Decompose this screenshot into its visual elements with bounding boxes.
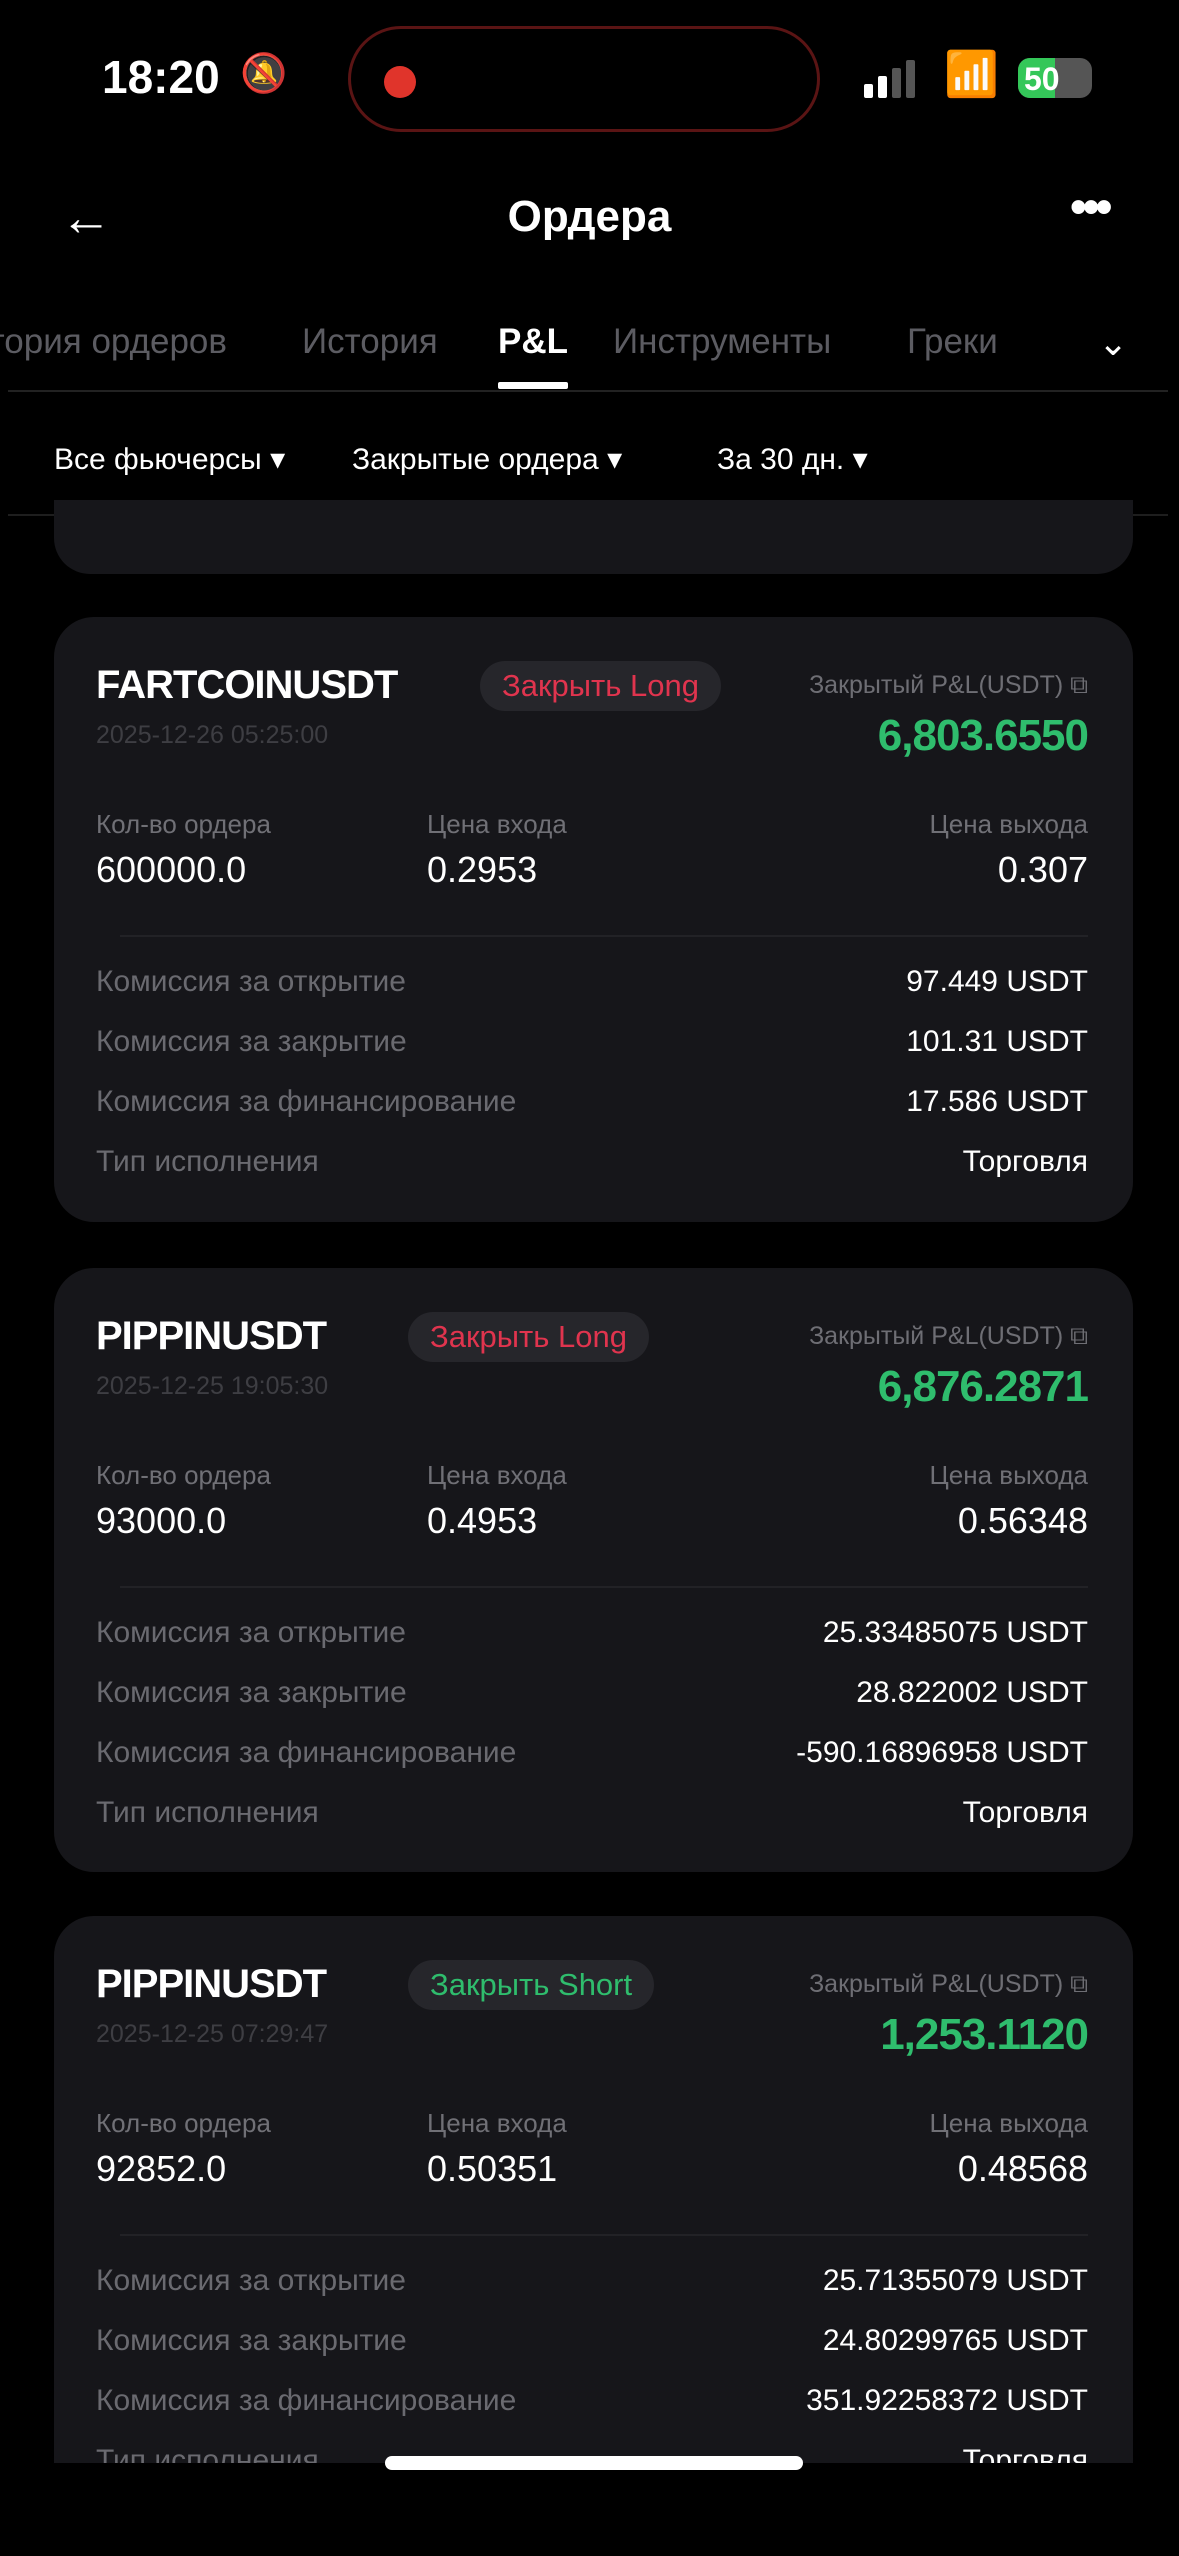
order-side-badge: Закрыть Long [408, 1312, 649, 1362]
status-bar: 18:20 🔕 📶 50 [0, 0, 1179, 150]
fee-funding-row: Комиссия за финансирование -590.16896958 … [96, 1736, 1088, 1769]
divider [120, 2234, 1088, 2236]
exit-value: 0.307 [997, 849, 1088, 890]
exec-type-row: Тип исполнения Торговля [96, 1796, 1088, 1829]
qty-label: Кол-во ордера [96, 809, 271, 839]
fee-funding-row: Комиссия за финансирование 17.586 USDT [96, 1085, 1088, 1118]
tab-pnl[interactable]: P&L [498, 322, 568, 361]
filter-futures[interactable]: Все фьючерсы ▾ [54, 443, 286, 476]
active-tab-indicator [498, 382, 568, 389]
pnl-label[interactable]: Закрытый P&L(USDT) ⧉ [809, 1970, 1088, 1998]
pnl-label[interactable]: Закрытый P&L(USDT) ⧉ [809, 671, 1088, 699]
divider [120, 935, 1088, 937]
ellipsis-icon[interactable]: ••• [1070, 181, 1112, 234]
qty-value: 92852.0 [96, 2148, 227, 2189]
dynamic-island[interactable] [348, 26, 820, 132]
fee-close-row: Комиссия за закрытие 28.822002 USDT [96, 1676, 1088, 1709]
fee-open-row: Комиссия за открытие 97.449 USDT [96, 965, 1088, 998]
home-indicator[interactable] [385, 2456, 803, 2470]
fee-close-row: Комиссия за закрытие 24.80299765 USDT [96, 2324, 1088, 2357]
order-symbol: PIPPINUSDT [96, 1962, 327, 2006]
order-date: 2025-12-25 19:05:30 [96, 1372, 329, 1400]
entry-label: Цена входа [427, 1460, 567, 1490]
entry-value: 0.50351 [427, 2148, 558, 2189]
order-side-badge: Закрыть Short [408, 1960, 655, 2010]
order-card[interactable]: PIPPINUSDT Закрыть Short 2025-12-25 07:2… [54, 1916, 1133, 2516]
bottom-area [0, 2463, 1179, 2556]
order-side-badge: Закрыть Long [480, 661, 721, 711]
filter-period[interactable]: За 30 дн. ▾ [717, 443, 868, 476]
order-card[interactable]: FARTCOINUSDT Закрыть Long 2025-12-26 05:… [54, 617, 1133, 1222]
filter-order-status[interactable]: Закрытые ордера ▾ [352, 443, 623, 476]
pnl-value: 6,803.6550 [877, 711, 1089, 760]
divider [120, 1586, 1088, 1588]
chevron-down-icon[interactable]: ⌄ [1098, 322, 1129, 363]
fee-close-row: Комиссия за закрытие 101.31 USDT [96, 1025, 1088, 1058]
wifi-icon: 📶 [944, 50, 999, 99]
qty-value: 600000.0 [96, 849, 247, 890]
exit-label: Цена выхода [929, 1460, 1088, 1490]
fee-open-row: Комиссия за открытие 25.33485075 USDT [96, 1616, 1088, 1649]
exit-value: 0.56348 [957, 1500, 1088, 1541]
status-time: 18:20 [102, 51, 220, 103]
exit-label: Цена выхода [929, 809, 1088, 839]
exit-value: 0.48568 [957, 2148, 1088, 2189]
divider [8, 390, 1168, 392]
external-link-icon[interactable]: ⧉ [1070, 1322, 1088, 1350]
battery-charging-icon: 50 [1018, 58, 1092, 98]
external-link-icon[interactable]: ⧉ [1070, 1970, 1088, 1998]
order-symbol: PIPPINUSDT [96, 1314, 327, 1358]
entry-value: 0.2953 [427, 849, 538, 890]
order-card-partial [54, 500, 1133, 574]
pnl-value: 6,876.2871 [877, 1362, 1089, 1411]
entry-value: 0.4953 [427, 1500, 538, 1541]
qty-value: 93000.0 [96, 1500, 227, 1541]
fee-open-row: Комиссия за открытие 25.71355079 USDT [96, 2264, 1088, 2297]
page-title: Ордера [507, 192, 672, 241]
order-date: 2025-12-25 07:29:47 [96, 2020, 329, 2048]
fee-funding-row: Комиссия за финансирование 351.92258372 U… [96, 2384, 1088, 2417]
order-card[interactable]: PIPPINUSDT Закрыть Long 2025-12-25 19:05… [54, 1268, 1133, 1872]
tab-bar: История ордеров История P&L Инструменты … [0, 322, 1179, 392]
bell-slash-icon: 🔕 [240, 53, 288, 95]
tab-history[interactable]: История [302, 322, 438, 361]
tab-instruments[interactable]: Инструменты [613, 322, 832, 361]
order-date: 2025-12-26 05:25:00 [96, 721, 329, 749]
signal-icon [864, 60, 915, 98]
entry-label: Цена входа [427, 809, 567, 839]
pnl-label[interactable]: Закрытый P&L(USDT) ⧉ [809, 1322, 1088, 1350]
arrow-left-icon[interactable]: ← [60, 189, 112, 247]
external-link-icon[interactable]: ⧉ [1070, 671, 1088, 699]
tab-order-history[interactable]: История ордеров [0, 322, 227, 361]
exit-label: Цена выхода [929, 2108, 1088, 2138]
qty-label: Кол-во ордера [96, 2108, 271, 2138]
qty-label: Кол-во ордера [96, 1460, 271, 1490]
pnl-value: 1,253.1120 [880, 2010, 1089, 2059]
recording-dot-icon [384, 66, 416, 98]
order-symbol: FARTCOINUSDT [96, 663, 398, 707]
exec-type-row: Тип исполнения Торговля [96, 1145, 1088, 1178]
tab-greeks[interactable]: Греки [907, 322, 998, 361]
entry-label: Цена входа [427, 2108, 567, 2138]
